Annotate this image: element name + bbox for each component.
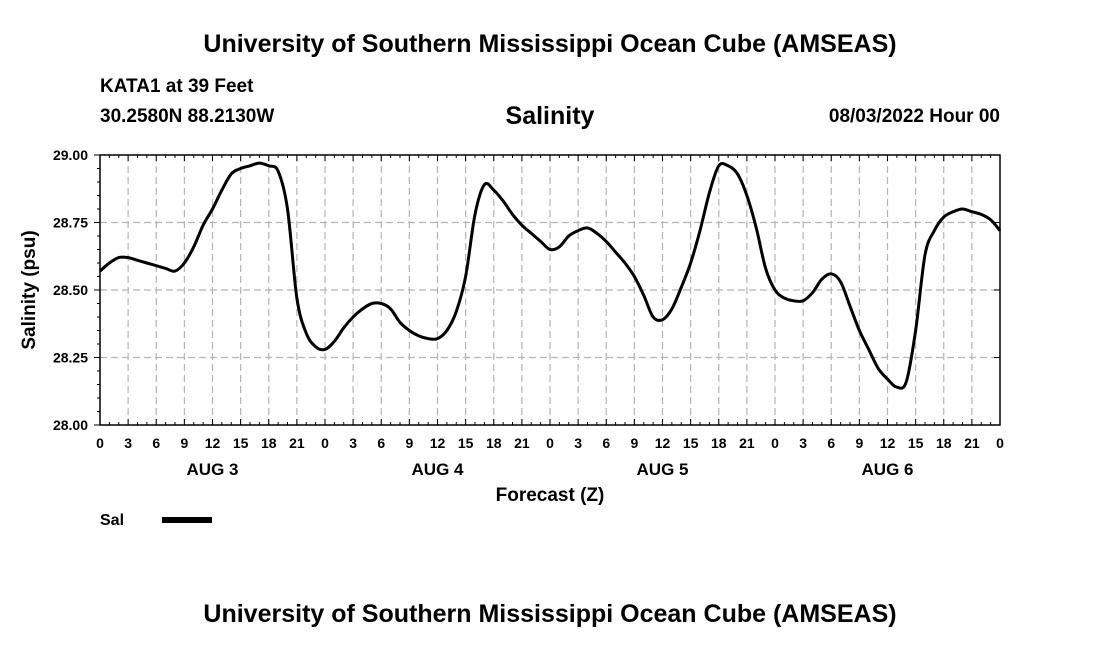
x-tick-label: 21: [739, 435, 755, 451]
x-tick-label: 9: [630, 435, 638, 451]
x-tick-label: 0: [321, 435, 329, 451]
x-tick-label: 3: [799, 435, 807, 451]
x-axis-label: Forecast (Z): [496, 485, 605, 506]
y-tick-label: 28.25: [53, 350, 88, 366]
x-tick-label: 15: [908, 435, 924, 451]
x-tick-label: 18: [486, 435, 502, 451]
x-tick-label: 18: [936, 435, 952, 451]
x-tick-label: 0: [771, 435, 779, 451]
x-tick-label: 6: [377, 435, 385, 451]
forecast-datetime: 08/03/2022 Hour 00: [828, 106, 1000, 127]
top-title: University of Southern Mississippi Ocean…: [203, 30, 897, 58]
x-tick-label: 15: [233, 435, 249, 451]
x-tick-label: 0: [546, 435, 554, 451]
x-tick-label: 12: [205, 435, 221, 451]
y-tick-label: 29.00: [53, 147, 88, 163]
x-tick-label: 18: [261, 435, 277, 451]
plot-frame: [99, 154, 1001, 426]
y-tick-label: 28.75: [53, 215, 88, 231]
y-axis-label: Salinity (psu): [19, 230, 40, 349]
chart-title: Salinity: [505, 102, 595, 130]
coordinates-label: 30.2580N 88.2130W: [100, 106, 275, 127]
x-tick-label: 18: [711, 435, 727, 451]
series-layer: [99, 161, 1002, 390]
x-tick-label: 3: [124, 435, 132, 451]
x-tick-label: 21: [964, 435, 980, 451]
x-tick-label: 12: [655, 435, 671, 451]
grid-layer: [100, 155, 1000, 425]
bottom-title: University of Southern Mississippi Ocean…: [203, 600, 897, 628]
series-line-sal: [99, 161, 1002, 390]
x-tick-label: 6: [152, 435, 160, 451]
x-tick-label: 21: [289, 435, 305, 451]
y-tick-label: 28.50: [53, 282, 88, 298]
x-tick-label: 3: [574, 435, 582, 451]
y-tick-label: 28.00: [53, 417, 88, 433]
x-tick-label: 6: [602, 435, 610, 451]
x-tick-label: 21: [514, 435, 530, 451]
station-label: KATA1 at 39 Feet: [100, 76, 254, 97]
labels-layer: 0 3 6 9 12 15 18 21 0 3 6 9 12 15 18 21 0 3 6 9 12 15 18 21 0 3 6 9…: [53, 147, 1004, 479]
x-tick-label: 9: [855, 435, 863, 451]
day-label: AUG 4: [412, 460, 465, 479]
day-label: AUG 3: [187, 460, 239, 479]
day-label: AUG 6: [862, 460, 914, 479]
x-tick-label: 0: [96, 435, 104, 451]
x-tick-label: 3: [349, 435, 357, 451]
x-tick-label: 0: [996, 435, 1004, 451]
x-tick-label: 15: [683, 435, 699, 451]
x-tick-label: 9: [405, 435, 413, 451]
x-tick-label: 12: [430, 435, 446, 451]
day-label: AUG 5: [637, 460, 689, 479]
x-tick-label: 6: [827, 435, 835, 451]
x-tick-label: 15: [458, 435, 474, 451]
x-tick-label: 12: [880, 435, 896, 451]
x-tick-label: 9: [180, 435, 188, 451]
legend-label-sal: Sal: [100, 512, 124, 529]
legend: Sal: [100, 512, 212, 529]
